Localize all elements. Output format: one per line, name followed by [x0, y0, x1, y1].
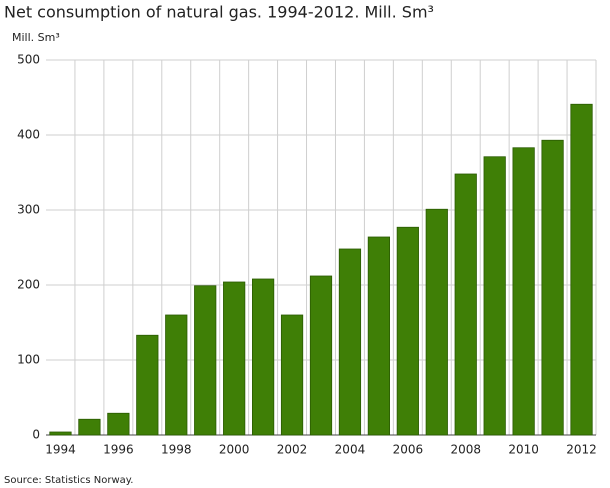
x-tick-label: 2006 — [393, 443, 424, 457]
bar — [280, 314, 304, 436]
x-tick-label: 2010 — [508, 443, 539, 457]
x-tick-label: 2008 — [450, 443, 481, 457]
y-tick-label: 200 — [17, 278, 40, 292]
chart-title: Net consumption of natural gas. 1994-201… — [4, 3, 434, 22]
x-tick-label: 2002 — [277, 443, 308, 457]
bar — [483, 156, 506, 436]
bar — [78, 418, 101, 436]
y-tick-label: 0 — [32, 428, 40, 442]
bar — [223, 281, 246, 436]
x-tick-label: 1998 — [161, 443, 192, 457]
bar — [454, 173, 477, 436]
bar — [512, 147, 535, 436]
source: Source: Statistics Norway. — [4, 475, 133, 486]
y-tick-label: 100 — [17, 353, 40, 367]
bar — [107, 412, 130, 436]
x-tick-label: 2004 — [335, 443, 366, 457]
y-tick-label: 400 — [17, 128, 40, 142]
bar — [367, 236, 391, 436]
x-tick-label: 1994 — [45, 443, 76, 457]
bar — [396, 226, 419, 436]
bar — [194, 285, 217, 436]
bar — [165, 314, 188, 436]
y-tick-label: 300 — [17, 203, 40, 217]
y-tick-label: 500 — [17, 53, 40, 67]
bar — [338, 248, 362, 436]
bar — [136, 334, 159, 436]
bar — [425, 208, 448, 436]
y-axis-label: Mill. Sm³ — [12, 31, 60, 44]
bar — [49, 431, 72, 436]
x-tick-label: 2000 — [219, 443, 250, 457]
x-tick-label: 1996 — [103, 443, 134, 457]
x-tick-label: 2012 — [566, 443, 597, 457]
bar — [541, 139, 564, 436]
bar — [251, 278, 275, 436]
bar — [570, 103, 593, 436]
bar — [309, 275, 333, 436]
